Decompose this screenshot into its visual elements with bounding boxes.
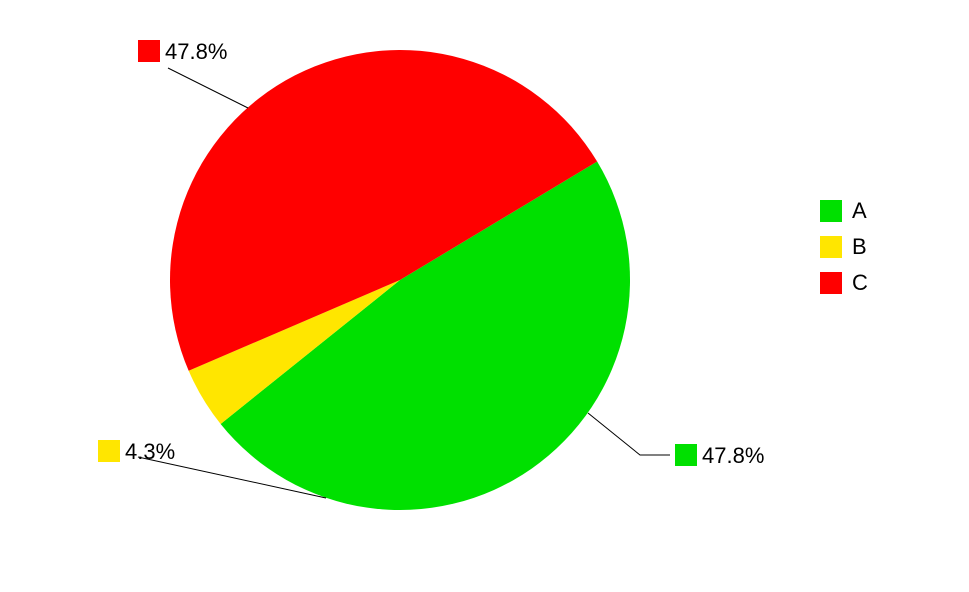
legend-swatch-B <box>820 236 842 258</box>
slice-label-swatch-C <box>138 40 160 62</box>
leader-A <box>588 413 670 455</box>
slice-label-B: 4.3% <box>125 439 175 464</box>
pie-slices <box>170 50 630 510</box>
legend-swatch-A <box>820 200 842 222</box>
slice-label-swatch-A <box>675 444 697 466</box>
slice-label-A: 47.8% <box>702 443 764 468</box>
legend: ABC <box>820 198 868 295</box>
legend-label-A: A <box>852 198 867 223</box>
legend-label-C: C <box>852 270 868 295</box>
legend-label-B: B <box>852 234 867 259</box>
slice-label-swatch-B <box>98 440 120 462</box>
pie-chart: 47.8% 4.3% 47.8% ABC <box>0 0 969 592</box>
legend-swatch-C <box>820 272 842 294</box>
slice-label-C: 47.8% <box>165 39 227 64</box>
leader-C <box>168 68 248 108</box>
